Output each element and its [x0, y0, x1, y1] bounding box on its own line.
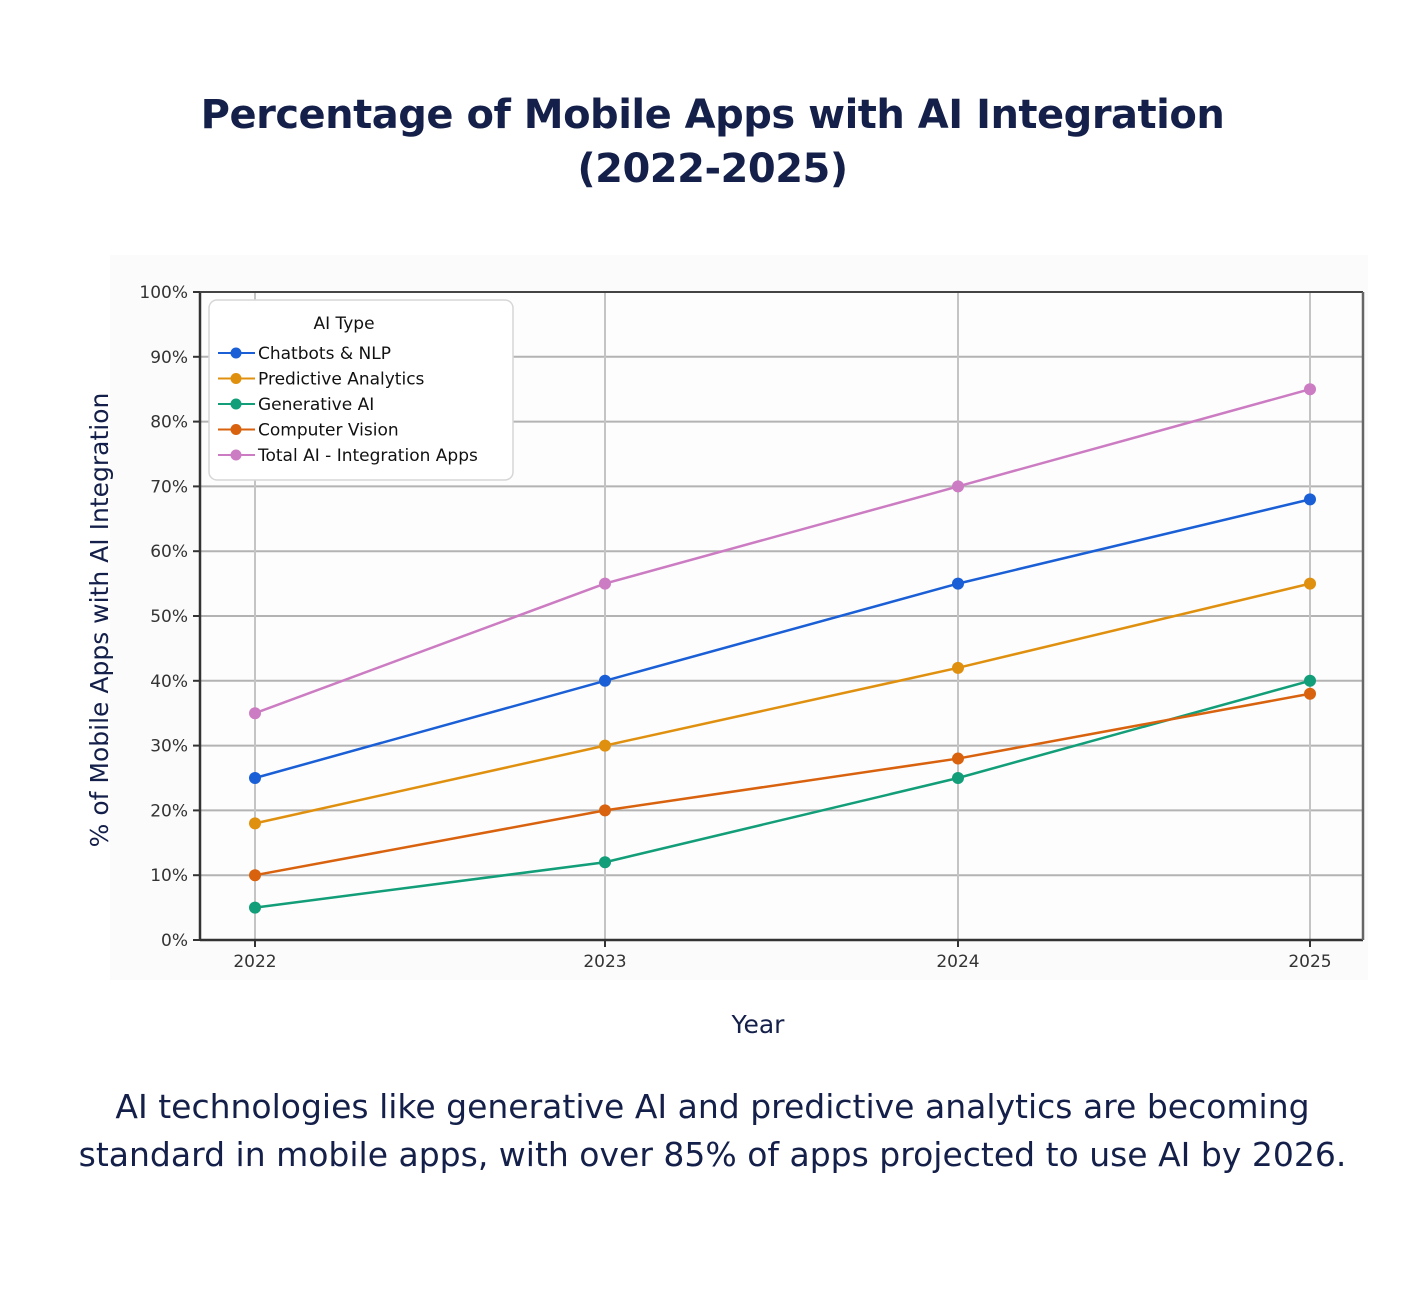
data-point [1304, 674, 1316, 687]
y-tick-label: 60% [150, 542, 188, 562]
data-point [599, 804, 611, 817]
data-point [249, 869, 261, 882]
chart-title-line-2: (2022-2025) [577, 146, 848, 192]
legend-marker [230, 424, 242, 435]
series-generative-ai [249, 674, 1316, 914]
series-predictive-analytics [249, 577, 1316, 830]
y-tick-label: 20% [150, 801, 188, 821]
data-point [1304, 577, 1316, 590]
x-axis-ticks: 2022 2023 2024 2025 [233, 940, 1332, 972]
data-point [1304, 687, 1316, 700]
legend-marker [230, 347, 242, 359]
x-axis-label: Year [731, 1010, 786, 1039]
caption-line-1: AI technologies like generative AI and p… [115, 1087, 1310, 1126]
y-tick-label: 10% [150, 866, 188, 886]
y-tick-label: 100% [139, 283, 188, 303]
y-tick-label: 50% [150, 607, 188, 627]
legend-item: Total AI - Integration Apps [218, 446, 478, 466]
data-point [952, 480, 964, 493]
data-point [1304, 383, 1316, 396]
series-line [254, 679, 1311, 909]
chart-title-line-1: Percentage of Mobile Apps with AI Integr… [200, 92, 1225, 138]
chart-title: Percentage of Mobile Apps with AI Integr… [0, 88, 1425, 196]
x-tick-label: 2025 [1288, 952, 1331, 972]
data-point [599, 856, 611, 869]
data-point [952, 661, 964, 674]
y-axis-ticks: 0% 10% 20% 30% 40% 50% 60% 70% 80% 90% 100% [139, 283, 200, 951]
data-point [249, 901, 261, 914]
series-chatbots-nlp [249, 493, 1316, 784]
series-computer-vision [249, 687, 1316, 882]
data-point [599, 739, 611, 752]
legend-box [208, 299, 514, 481]
legend-label: Generative AI [258, 395, 374, 415]
series-line [254, 692, 1311, 877]
y-tick-label: 70% [150, 477, 188, 497]
legend-label: Predictive Analytics [258, 370, 425, 390]
caption-line-2: standard in mobile apps, with over 85% o… [78, 1135, 1347, 1174]
legend-item: Computer Vision [218, 421, 399, 441]
x-tick-label: 2022 [233, 952, 276, 972]
data-point [599, 577, 611, 590]
data-point [952, 752, 964, 765]
data-point [952, 772, 964, 784]
legend-marker [230, 398, 242, 410]
x-tick-label: 2024 [936, 952, 979, 972]
legend-label: Chatbots & NLP [258, 344, 391, 364]
axes [198, 291, 1365, 942]
legend-marker [230, 373, 242, 384]
data-point [599, 674, 611, 687]
caption: AI technologies like generative AI and p… [0, 1083, 1425, 1179]
legend-item: Chatbots & NLP [218, 344, 391, 364]
legend-item: Generative AI [218, 395, 374, 415]
data-point [249, 707, 261, 720]
series-line [254, 387, 1311, 715]
y-tick-label: 90% [150, 348, 188, 368]
series-lines [249, 383, 1316, 914]
y-tick-label: 80% [150, 413, 188, 433]
legend-marker [230, 449, 242, 461]
data-point [249, 817, 261, 830]
legend-item: Predictive Analytics [218, 370, 425, 390]
y-tick-label: 0% [161, 931, 188, 951]
legend-label: Total AI - Integration Apps [257, 446, 478, 466]
series-line [254, 582, 1311, 825]
y-axis-label: % of Mobile Apps with AI Integration [85, 393, 114, 848]
legend: AI Type Chatbots & NLP Predictive Analytic… [208, 299, 514, 481]
series-total-ai-integration-apps [249, 383, 1316, 720]
y-tick-label: 40% [150, 672, 188, 692]
data-point [1304, 493, 1316, 506]
x-tick-label: 2023 [583, 952, 626, 972]
legend-title: AI Type [313, 314, 374, 334]
data-point [952, 577, 964, 590]
y-tick-label: 30% [150, 737, 188, 757]
series-line [254, 498, 1311, 780]
legend-label: Computer Vision [258, 421, 399, 441]
line-chart: 0%10%20%30%40%50%60%70%80%90%100% 2022 20… [85, 283, 1365, 1039]
data-point [249, 772, 261, 784]
